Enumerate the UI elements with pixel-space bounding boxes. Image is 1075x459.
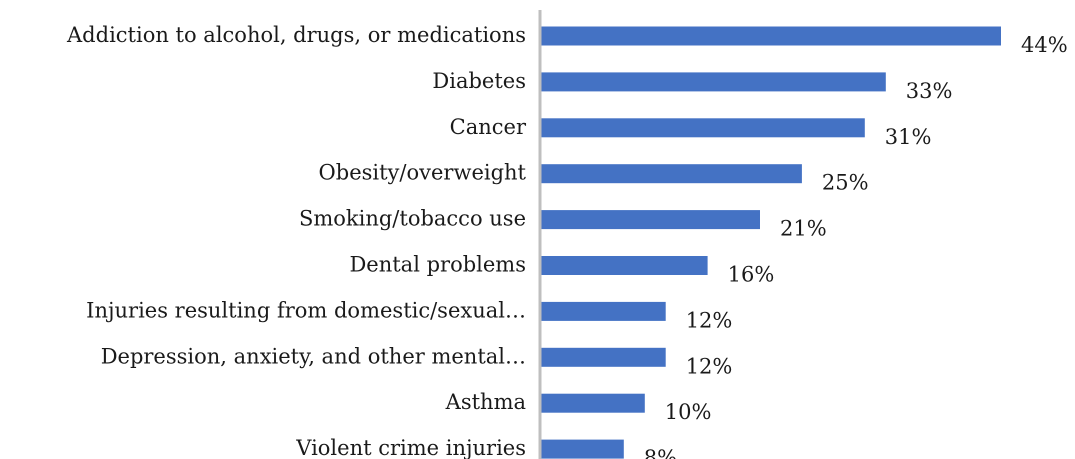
- value-label-4: 21%: [780, 217, 827, 241]
- value-label-9: 8%: [644, 446, 677, 459]
- bar-7: [540, 347, 666, 367]
- category-label-8: Asthma: [445, 390, 526, 414]
- bar-0: [540, 26, 1001, 46]
- category-label-3: Obesity/overweight: [319, 161, 527, 185]
- value-label-2: 31%: [885, 125, 932, 149]
- value-label-6: 12%: [686, 308, 733, 332]
- category-label-9: Violent crime injuries: [295, 436, 526, 459]
- value-label-3: 25%: [822, 171, 869, 195]
- category-label-4: Smoking/tobacco use: [299, 207, 526, 231]
- bar-3: [540, 164, 802, 184]
- category-label-0: Addiction to alcohol, drugs, or medicati…: [66, 23, 526, 47]
- bar-9: [540, 439, 624, 459]
- bar-5: [540, 256, 708, 275]
- value-label-0: 44%: [1021, 33, 1068, 57]
- value-label-8: 10%: [665, 400, 712, 424]
- category-label-5: Dental problems: [349, 253, 526, 277]
- bar-1: [540, 72, 886, 92]
- value-label-1: 33%: [906, 79, 953, 103]
- bars-layer: [540, 26, 1001, 459]
- category-label-2: Cancer: [450, 115, 527, 139]
- category-label-7: Depression, anxiety, and other mental…: [101, 344, 526, 368]
- value-labels: 44% 33% 31% 25% 21%16% 12% 12% 10% 8%: [644, 33, 1068, 459]
- category-label-1: Diabetes: [432, 69, 526, 93]
- category-labels: Addiction to alcohol, drugs, or medicati…: [66, 23, 527, 459]
- value-label-7: 12%: [686, 354, 733, 378]
- category-label-6: Injuries resulting from domestic/sexual…: [86, 298, 526, 322]
- bar-4: [540, 210, 760, 230]
- bar-6: [540, 301, 666, 321]
- bar-8: [540, 393, 645, 413]
- bar-2: [540, 118, 865, 138]
- value-label-5: 16%: [728, 263, 775, 287]
